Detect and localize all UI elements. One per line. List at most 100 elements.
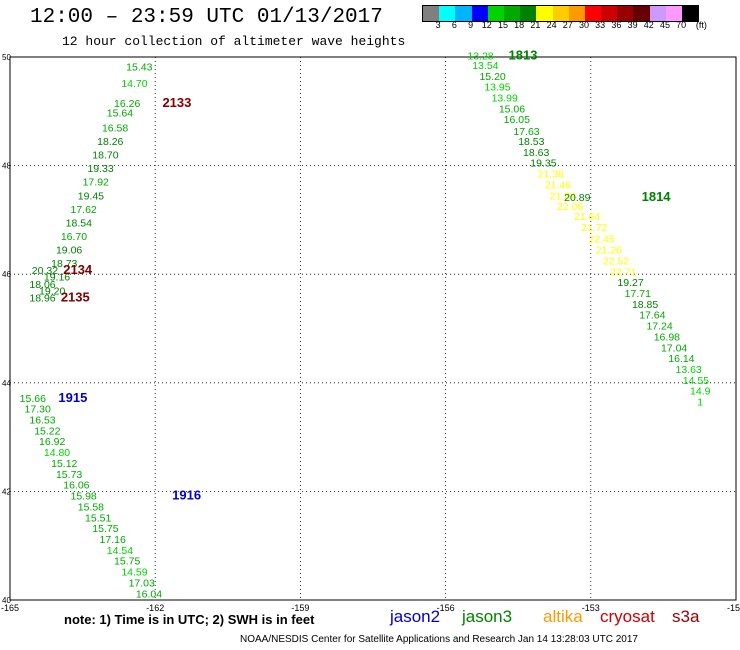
y-tick-label: 40 [2,596,11,605]
wave-height-value: 17.04 [661,342,687,354]
color-scale-tick: 33 [595,20,606,30]
color-swatch [601,6,618,21]
color-swatch [665,6,682,21]
y-tick-label: 42 [2,487,11,496]
wave-height-value: 18.96 [29,292,55,304]
wave-height-value: 13.63 [676,364,702,376]
wave-height-value: 14.9 [690,386,711,398]
color-swatch [487,6,504,21]
color-scale-tick: 9 [468,20,474,30]
x-tick-label: -156 [437,603,455,613]
wave-height-value: 17.24 [646,321,672,333]
wave-height-value: 15.22 [34,425,60,437]
chart-title: 12:00 – 23:59 UTC 01/13/2017 [30,6,383,29]
wave-height-value: 19.33 [87,163,113,175]
chart-subtitle: 12 hour collection of altimeter wave hei… [62,34,406,49]
wave-height-value: 22.71 [610,266,636,278]
wave-height-value: 21.84 [550,190,576,202]
wave-height-value: 14.70 [121,78,147,90]
color-swatch [633,6,650,21]
color-scale-tick: 30 [578,20,590,30]
wave-height-value: 21.38 [538,169,564,181]
color-swatch [536,6,553,21]
wave-height-value: 15.06 [499,103,525,115]
pass-label: 2133 [162,95,191,110]
wave-height-value: 18.70 [92,150,118,162]
wave-height-value: 15.66 [20,393,46,405]
wave-height-value: 17.71 [625,288,651,300]
wave-height-value: 17.03 [129,577,155,589]
wave-height-value: 17.16 [100,534,126,546]
wave-height-value: 22.52 [603,255,629,267]
wave-height-value: 19.27 [617,277,643,289]
wave-height-value: 15.75 [114,556,140,568]
wave-height-value: 17.64 [639,310,665,322]
color-scale-tick: 15 [497,20,509,30]
wave-height-value: 21.46 [545,179,571,191]
wave-height-value: 15.98 [71,491,97,503]
y-tick-label: 44 [2,379,11,388]
wave-height-value: 19.16 [44,272,70,284]
color-swatch [568,6,585,21]
color-scale-tick: 42 [643,20,654,30]
wave-height-value: 13.95 [484,82,510,94]
pass-label: 2135 [61,289,90,304]
wave-height-value: 18.63 [523,147,549,159]
legend-jason3: jason3 [462,607,513,626]
footnote: note: 1) Time is in UTC; 2) SWH is in fe… [64,612,315,627]
wave-height-value: 21.72 [581,222,607,234]
color-swatch [682,6,699,21]
color-swatch [439,6,456,21]
plot-frame [9,56,737,601]
wave-height-value: 18.26 [97,136,123,148]
color-swatch [552,6,569,21]
wave-height-value: 17.62 [71,204,97,216]
wave-height-value: 15.43 [126,62,152,74]
pass-label: 1814 [642,189,672,204]
color-scale-tick: 24 [546,20,557,30]
x-tick-label: -165 [1,603,19,613]
y-tick-label: 46 [2,270,11,279]
color-swatch [423,6,440,21]
wave-height-value: 15.12 [51,458,77,470]
wave-height-value: 18.54 [66,217,92,229]
y-tick-label: 50 [2,53,11,62]
wave-height-value: 15.58 [78,501,104,513]
wave-height-value: 17.30 [25,404,51,416]
x-tick-label: -162 [146,603,164,613]
wave-height-value: 14.54 [107,545,133,557]
color-scale-tick: 27 [562,20,573,30]
wave-height-value: 16.14 [668,353,694,365]
color-swatch [455,6,472,21]
wave-height-value: 15.64 [107,108,133,120]
wave-height-value: 15.73 [56,469,82,481]
wave-height-value: 13.54 [472,60,498,72]
pass-label: 2134 [63,262,93,277]
color-scale-tick: 18 [514,20,525,30]
wave-height-value: 21.26 [596,245,622,257]
x-tick-label: -150 [727,603,740,613]
wave-height-value: 16.53 [29,415,55,427]
wave-height-value: 15.75 [92,523,118,535]
wave-height-value: 19.20 [39,285,65,297]
wave-height-value: 16.58 [102,122,128,134]
color-scale-tick: 45 [659,20,671,30]
wave-height-value: 15.51 [85,512,111,524]
wave-height-value: 13.99 [492,93,518,105]
color-scale-tick: 21 [530,20,541,30]
color-scale-tick: 39 [627,20,638,30]
wave-height-value: 20.32 [32,265,58,277]
wave-height-value: 14.55 [683,375,709,387]
color-scale-tick: 6 [451,20,457,30]
wave-height-value: 1 [697,397,703,409]
wave-height-value: 18.06 [29,279,55,291]
wave-height-value: 21.64 [574,211,600,223]
x-tick-label: -153 [582,603,600,613]
color-swatch [503,6,521,21]
color-swatch [471,6,488,21]
wave-height-value: 16.05 [504,114,530,126]
color-scale-tick: 12 [481,20,492,30]
color-scale-labels: 3 6 9 12 15 18 21 24 27 30 33 36 39 42 45 70 (ft) [422,20,740,34]
color-swatch [649,6,666,21]
y-tick-label: 48 [2,162,11,171]
